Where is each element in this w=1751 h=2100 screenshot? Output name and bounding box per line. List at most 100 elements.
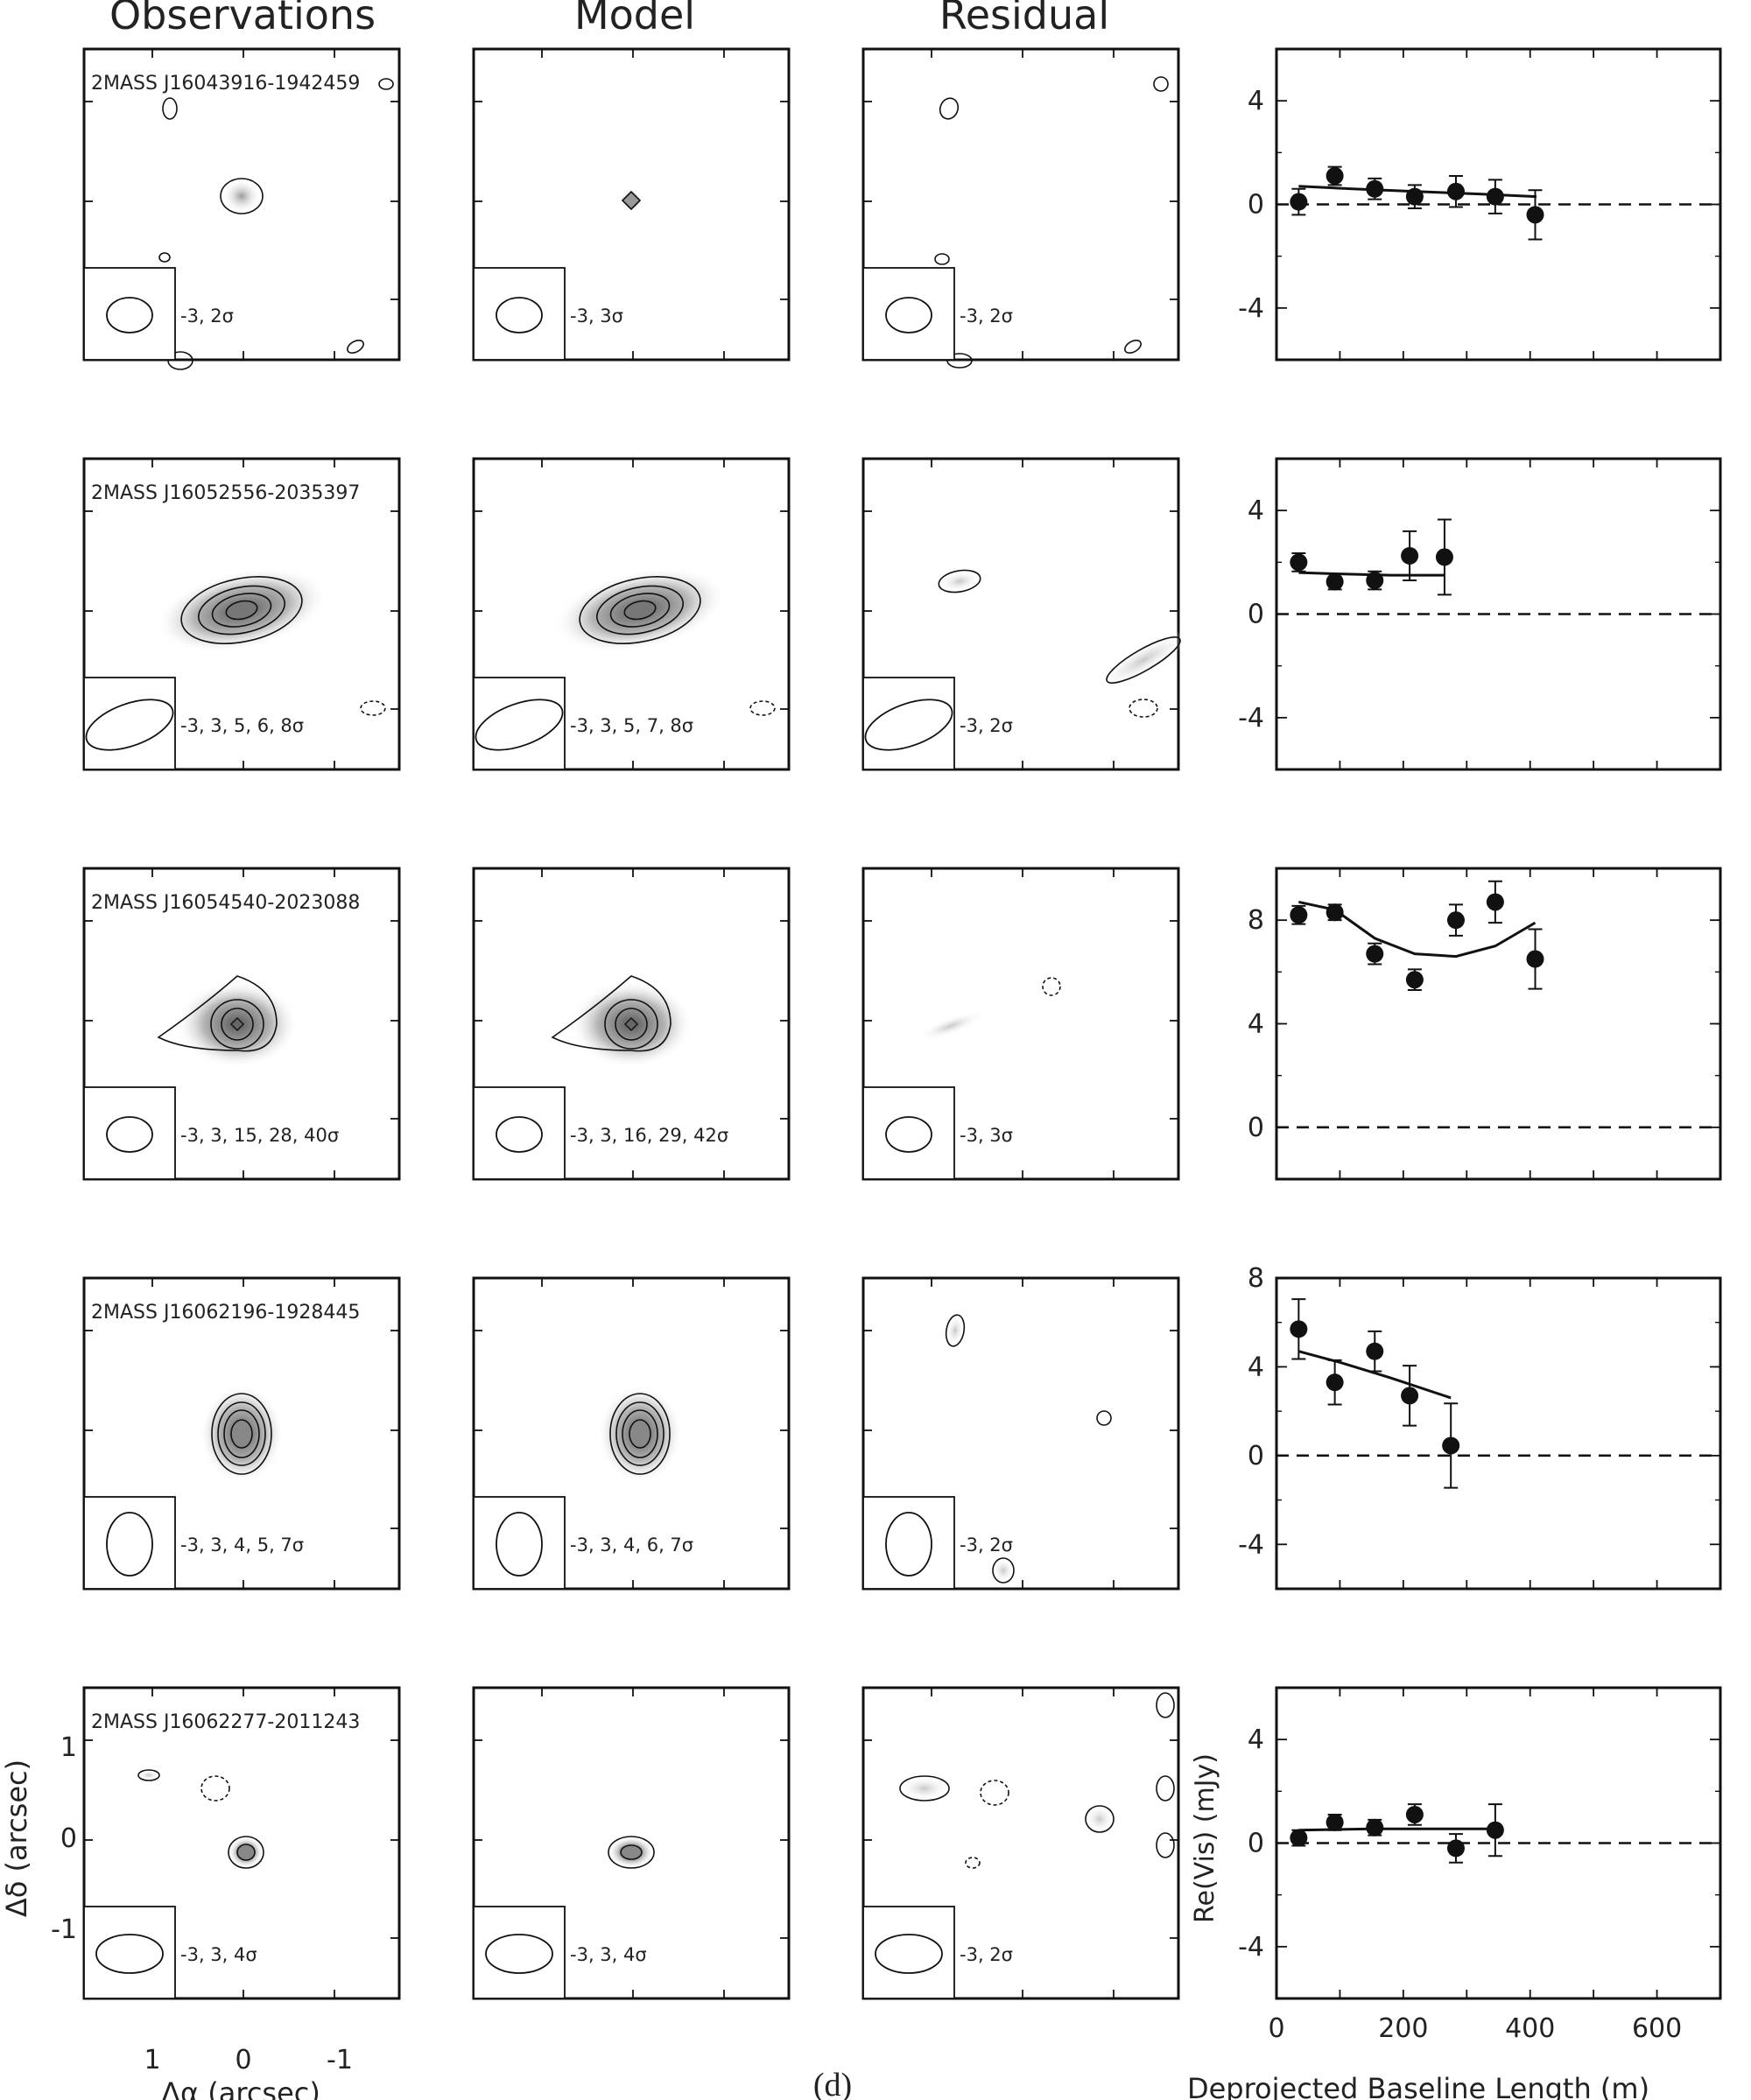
- data-point: [1326, 903, 1344, 922]
- panel-label: (d): [813, 2067, 852, 2100]
- data-point: [1405, 184, 1424, 209]
- contour-levels-label: -3, 3σ: [570, 306, 623, 327]
- map-panel-observations-row-3: -3, 3, 15, 28, 40σ 2MASS J16054540-202308…: [82, 867, 401, 1181]
- map-panel-residual-row-3: -3, 3σ: [861, 867, 1180, 1181]
- data-marker: [1366, 572, 1384, 590]
- data-marker: [1326, 1813, 1344, 1831]
- data-point: [1290, 187, 1308, 216]
- contour-levels-label: -3, 3, 5, 7, 8σ: [570, 715, 693, 736]
- beam-ellipse: [496, 1512, 543, 1577]
- vis-ytick-label: 4: [1248, 1352, 1264, 1382]
- vis-ytick-label: 4: [1248, 1009, 1264, 1040]
- beam-ellipse: [496, 1116, 543, 1153]
- source-name: 2MASS J16062196-1928445: [91, 1302, 360, 1324]
- map-ylabel: Δδ (arcsec): [0, 1759, 33, 1917]
- contour: [158, 252, 171, 263]
- negative-contour: [1129, 699, 1158, 718]
- contour-group: [155, 567, 386, 716]
- beam-ellipse: [106, 297, 153, 334]
- data-point: [1326, 1813, 1344, 1831]
- contour-levels-label: -3, 2σ: [180, 306, 234, 327]
- beam-ellipse: [485, 1934, 553, 1974]
- contour-group: [551, 975, 693, 1068]
- data-marker: [1366, 945, 1384, 963]
- negative-contour: [980, 1780, 1009, 1806]
- column-header-observations: Observations: [109, 0, 376, 39]
- vis-xtick-label: 400: [1505, 2013, 1555, 2044]
- beam-ellipse: [106, 1116, 153, 1153]
- contour: [236, 1844, 256, 1861]
- contour: [180, 576, 303, 644]
- data-marker: [1526, 206, 1544, 224]
- emission-blob: [918, 1011, 984, 1041]
- contour: [167, 351, 193, 370]
- data-point: [1366, 570, 1384, 591]
- contour-group: [918, 977, 1061, 1041]
- data-marker: [1405, 1805, 1424, 1823]
- vis-ytick-label: -4: [1238, 703, 1264, 734]
- negative-contour: [749, 700, 776, 716]
- data-point: [1366, 942, 1384, 966]
- contour-levels-label: -3, 2σ: [960, 1535, 1013, 1556]
- contour-group: [938, 569, 1190, 718]
- contour: [230, 1419, 253, 1449]
- contour: [899, 1775, 950, 1802]
- map-xlabel: Δα (arcsec): [161, 2076, 320, 2100]
- vis-ytick-label: 4: [1248, 1724, 1264, 1755]
- vis-frame: [1275, 1276, 1722, 1591]
- contour-levels-label: -3, 2σ: [960, 715, 1013, 736]
- map-panel-model-row-4: -3, 3, 4, 6, 7σ: [472, 1276, 791, 1591]
- vis-ytick-label: -4: [1238, 1529, 1264, 1560]
- vis-xtick-label: 0: [1268, 2013, 1284, 2044]
- contour-levels-label: -3, 3σ: [960, 1125, 1013, 1146]
- contour: [223, 1409, 260, 1458]
- vis-ytick-label: 0: [1248, 190, 1264, 221]
- data-marker: [1290, 1320, 1308, 1338]
- contour: [992, 1557, 1015, 1584]
- contour-levels-label: -3, 2σ: [960, 306, 1013, 327]
- data-point: [1446, 1833, 1465, 1864]
- vis-xtick-label: 600: [1632, 2013, 1682, 2044]
- data-point: [1486, 179, 1504, 214]
- contour-group: [200, 1385, 284, 1483]
- contour-group: [598, 1385, 682, 1483]
- beam-inset: [862, 267, 955, 361]
- data-point: [1326, 1359, 1344, 1406]
- contour-levels-label: -3, 3, 16, 29, 42σ: [570, 1125, 728, 1146]
- vis-ytick-label: 8: [1248, 1263, 1264, 1294]
- beam-inset: [473, 677, 566, 770]
- contour: [1085, 1805, 1115, 1833]
- vis-ylabel: Re(Vis) (mJy): [1190, 1753, 1220, 1923]
- vis-ytick-label: 0: [1248, 1441, 1264, 1471]
- beam-ellipse: [106, 1512, 153, 1577]
- contour: [621, 190, 642, 211]
- contour: [197, 585, 286, 636]
- data-point: [1526, 928, 1544, 990]
- contour: [211, 1393, 272, 1475]
- data-marker: [1366, 1818, 1384, 1837]
- contour: [225, 600, 258, 621]
- vis-panel-row-3: 8 4 0: [1248, 867, 1722, 1181]
- map-panel-model-row-1: -3, 3σ: [472, 47, 791, 362]
- data-point: [1435, 518, 1453, 596]
- beam-inset: [473, 1906, 566, 1999]
- contour-group: [158, 78, 394, 370]
- data-point: [1366, 1330, 1384, 1373]
- contour: [1153, 76, 1169, 92]
- map-panel-observations-row-1: -3, 2σ 2MASS J16043916-1942459: [82, 47, 401, 370]
- vis-ytick-label: -4: [1238, 1932, 1264, 1963]
- beam-inset: [473, 267, 566, 361]
- data-point: [1446, 174, 1465, 208]
- negative-contour: [200, 1775, 230, 1802]
- data-marker: [1405, 187, 1424, 206]
- contour: [221, 1008, 254, 1041]
- map-x-axis: 1 0 -1 Δα (arcsec): [144, 2045, 353, 2100]
- beam-inset: [83, 267, 176, 361]
- contour-group: [157, 975, 299, 1068]
- contour-group: [899, 1692, 1175, 1869]
- beam-inset: [83, 677, 176, 770]
- data-point: [1366, 1818, 1384, 1837]
- beam-inset: [83, 1906, 176, 1999]
- data-marker: [1290, 906, 1308, 924]
- data-point: [1290, 1298, 1308, 1360]
